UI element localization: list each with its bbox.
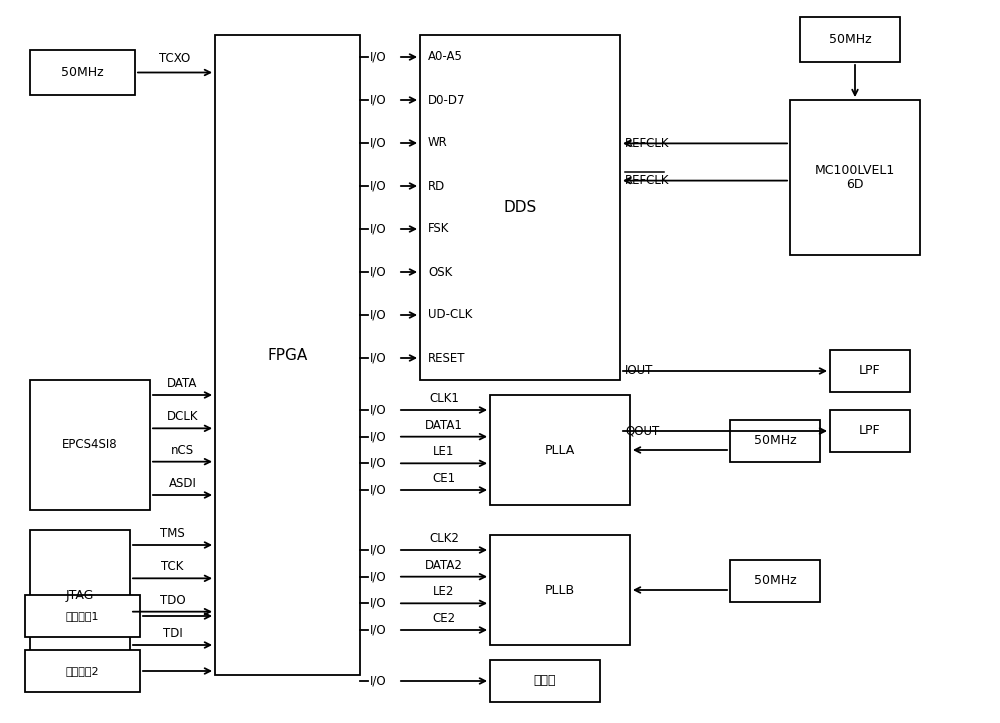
Text: I/O: I/O xyxy=(370,484,387,497)
Bar xyxy=(25,650,140,692)
Text: TCXO: TCXO xyxy=(159,51,191,64)
Text: 50MHz: 50MHz xyxy=(754,435,796,448)
Text: I/O: I/O xyxy=(370,265,387,278)
Text: I/O: I/O xyxy=(370,544,387,557)
Text: I/O: I/O xyxy=(370,309,387,322)
Text: FSK: FSK xyxy=(428,223,449,236)
Text: I/O: I/O xyxy=(370,675,387,688)
Text: I/O: I/O xyxy=(370,457,387,470)
Text: IOUT: IOUT xyxy=(625,364,653,377)
Text: 50MHz: 50MHz xyxy=(61,66,104,79)
Text: DATA1: DATA1 xyxy=(425,419,463,432)
Text: MC100LVEL1
6D: MC100LVEL1 6D xyxy=(815,163,895,192)
Text: A0-A5: A0-A5 xyxy=(428,51,463,64)
Text: LPF: LPF xyxy=(859,364,881,377)
Text: CLK1: CLK1 xyxy=(429,392,459,405)
Bar xyxy=(30,50,135,95)
Bar xyxy=(30,530,130,660)
Bar xyxy=(830,350,910,392)
Text: JTAG: JTAG xyxy=(66,589,94,602)
Text: RD: RD xyxy=(428,179,445,192)
Text: TMS: TMS xyxy=(160,527,185,540)
Text: RESET: RESET xyxy=(428,351,466,364)
Bar xyxy=(30,380,150,510)
Text: REFCLK: REFCLK xyxy=(625,174,670,187)
Text: TCK: TCK xyxy=(161,560,184,573)
Text: DDS: DDS xyxy=(503,200,537,215)
Bar xyxy=(420,35,620,380)
Text: 接近开关2: 接近开关2 xyxy=(66,666,99,676)
Bar xyxy=(490,395,630,505)
Text: I/O: I/O xyxy=(370,137,387,150)
Text: LE2: LE2 xyxy=(433,586,455,599)
Text: I/O: I/O xyxy=(370,223,387,236)
Text: I/O: I/O xyxy=(370,179,387,192)
Bar xyxy=(830,410,910,452)
Text: TDO: TDO xyxy=(160,594,185,607)
Text: I/O: I/O xyxy=(370,623,387,636)
Text: 50MHz: 50MHz xyxy=(754,575,796,588)
Text: D0-D7: D0-D7 xyxy=(428,93,466,106)
Text: OSK: OSK xyxy=(428,265,452,278)
Text: CE1: CE1 xyxy=(432,472,456,485)
Bar xyxy=(25,595,140,637)
Text: I/O: I/O xyxy=(370,403,387,416)
Bar xyxy=(790,100,920,255)
Text: FPGA: FPGA xyxy=(267,348,308,362)
Text: DATA2: DATA2 xyxy=(425,559,463,572)
Bar xyxy=(800,17,900,62)
Text: nCS: nCS xyxy=(171,444,194,457)
Bar xyxy=(215,35,360,675)
Text: I/O: I/O xyxy=(370,596,387,609)
Bar xyxy=(730,560,820,602)
Text: DCLK: DCLK xyxy=(167,411,198,424)
Text: DATA: DATA xyxy=(167,377,198,390)
Text: UD-CLK: UD-CLK xyxy=(428,309,472,322)
Text: I/O: I/O xyxy=(370,93,387,106)
Text: I/O: I/O xyxy=(370,570,387,583)
Text: REFCLK: REFCLK xyxy=(625,137,670,150)
Text: I/O: I/O xyxy=(370,430,387,443)
Bar xyxy=(490,660,600,702)
Text: TDI: TDI xyxy=(163,627,182,640)
Text: I/O: I/O xyxy=(370,351,387,364)
Text: QOUT: QOUT xyxy=(625,424,659,437)
Text: CLK2: CLK2 xyxy=(429,532,459,545)
Text: 采集卡: 采集卡 xyxy=(534,675,556,688)
Text: LE1: LE1 xyxy=(433,445,455,458)
Text: CE2: CE2 xyxy=(432,612,456,625)
Text: I/O: I/O xyxy=(370,51,387,64)
Text: PLLA: PLLA xyxy=(545,443,575,456)
Text: LPF: LPF xyxy=(859,424,881,437)
Text: 接近开关1: 接近开关1 xyxy=(66,611,99,621)
Text: 50MHz: 50MHz xyxy=(829,33,871,46)
Bar xyxy=(730,420,820,462)
Text: EPCS4SI8: EPCS4SI8 xyxy=(62,439,118,451)
Text: ASDI: ASDI xyxy=(169,477,196,490)
Bar xyxy=(490,535,630,645)
Text: WR: WR xyxy=(428,137,448,150)
Text: PLLB: PLLB xyxy=(545,583,575,596)
